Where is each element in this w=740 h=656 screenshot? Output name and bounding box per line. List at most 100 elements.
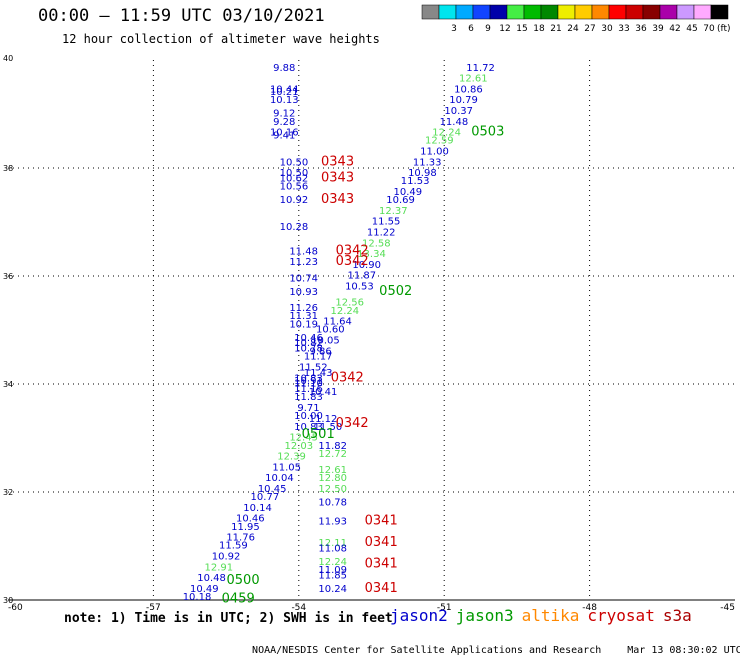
wave-height-label: 10.45 bbox=[258, 484, 287, 495]
wave-height-label: 11.95 bbox=[231, 522, 260, 533]
scale-tick-label: 42 bbox=[669, 24, 680, 34]
wave-height-label: 9.86 bbox=[309, 346, 331, 357]
wave-height-label: 12.50 bbox=[318, 484, 347, 495]
wave-height-label: 10.37 bbox=[444, 106, 473, 117]
wave-height-label: 13.34 bbox=[357, 249, 386, 260]
wave-height-label: 10.21 bbox=[270, 87, 299, 98]
wave-height-label: 11.09 bbox=[318, 565, 347, 576]
wave-height-label: 10.62 bbox=[280, 174, 309, 185]
wave-height-label: 11.59 bbox=[219, 541, 248, 552]
pass-time-label: 0341 bbox=[365, 557, 398, 572]
legend-item-altika: altika bbox=[521, 606, 580, 625]
x-tick-label: -48 bbox=[582, 603, 597, 613]
wave-height-label: 10.13 bbox=[270, 95, 299, 106]
footnote: note: 1) Time is in UTC; 2) SWH is in fe… bbox=[64, 611, 393, 626]
pass-time-label: 0503 bbox=[471, 125, 504, 140]
scale-tick-label: 6 bbox=[468, 24, 474, 34]
wave-height-label: 10.60 bbox=[316, 325, 345, 336]
wave-height-label: 10.93 bbox=[289, 287, 318, 298]
wave-height-label: 10.79 bbox=[449, 95, 478, 106]
scale-tick-label: 70 bbox=[703, 24, 715, 34]
y-tick-label: 34 bbox=[3, 380, 13, 389]
legend-item-jason2: jason2 bbox=[390, 606, 448, 625]
wave-height-label: 11.64 bbox=[323, 317, 352, 328]
scale-tick-label: 30 bbox=[601, 24, 613, 34]
wave-height-label: 11.22 bbox=[367, 228, 396, 239]
wave-height-label: 10.50 bbox=[280, 157, 309, 168]
x-tick-label: -54 bbox=[291, 603, 306, 613]
scale-swatch bbox=[710, 4, 729, 20]
wave-height-label: 10.24 bbox=[318, 584, 347, 595]
pass-time-label: 0502 bbox=[379, 284, 412, 299]
footer-credit: NOAA/NESDIS Center for Satellite Applica… bbox=[240, 634, 740, 656]
scale-tick-label: 12 bbox=[499, 24, 510, 34]
x-tick-label: -45 bbox=[720, 603, 735, 613]
wave-height-label: 12.59 bbox=[425, 136, 454, 147]
wave-height-label: 11.52 bbox=[299, 363, 328, 374]
wave-height-label: 11.76 bbox=[226, 533, 255, 544]
pass-time-label: 0342 bbox=[336, 254, 369, 269]
wave-height-label: 10.49 bbox=[190, 584, 219, 595]
wave-height-label: 12.24 bbox=[331, 306, 360, 317]
wave-height-label: 10.00 bbox=[294, 411, 323, 422]
scale-tick-label: 21 bbox=[550, 24, 561, 34]
wave-height-label: 10.41 bbox=[309, 387, 338, 398]
wave-height-label: 12.72 bbox=[318, 449, 347, 460]
pass-time-label: 0343 bbox=[321, 171, 354, 186]
scale-tick-label: 15 bbox=[516, 24, 527, 34]
wave-height-label: 9.88 bbox=[273, 63, 295, 74]
wave-height-label: 10.82 bbox=[294, 338, 323, 349]
wave-height-label: 10.77 bbox=[251, 492, 280, 503]
pass-time-label: 0342 bbox=[336, 243, 369, 258]
wave-height-label: 12.58 bbox=[362, 238, 391, 249]
wave-height-label: 10.83 bbox=[294, 422, 323, 433]
wave-height-label: 10.46 bbox=[294, 333, 323, 344]
scale-tick-label: 33 bbox=[618, 24, 629, 34]
pass-time-label: 0342 bbox=[331, 370, 364, 385]
wave-height-label: 11.08 bbox=[318, 543, 347, 554]
wave-height-label: 9.12 bbox=[273, 109, 295, 120]
pass-time-label: 0501 bbox=[302, 427, 335, 442]
credit-text: NOAA/NESDIS Center for Satellite Applica… bbox=[252, 645, 602, 656]
pass-time-label: 0342 bbox=[336, 416, 369, 431]
wave-height-label: 11.82 bbox=[318, 441, 347, 452]
wave-height-label: 11.83 bbox=[294, 392, 323, 403]
wave-height-label: 12.91 bbox=[205, 562, 234, 573]
wave-height-label: 11.48 bbox=[289, 246, 318, 257]
wave-height-label: 10.18 bbox=[183, 592, 212, 603]
wave-height-label: 10.86 bbox=[454, 84, 483, 95]
wave-height-label: 12.24 bbox=[432, 128, 461, 139]
pass-time-label: 0343 bbox=[321, 154, 354, 169]
scale-tick-label: 24 bbox=[567, 24, 579, 34]
y-tick-label: 40 bbox=[3, 54, 13, 63]
wave-height-label: 11.23 bbox=[289, 257, 318, 268]
wave-height-label: 10.91 bbox=[294, 376, 323, 387]
y-tick-label: 32 bbox=[3, 488, 13, 497]
wave-height-label: 11.43 bbox=[304, 368, 333, 379]
scale-tick-label: 45 bbox=[686, 24, 697, 34]
pass-time-label: 0341 bbox=[365, 535, 398, 550]
satellite-legend: jason2 jason3 altika cryosat s3a bbox=[390, 606, 700, 625]
wave-height-label: 11.10 bbox=[294, 379, 323, 390]
y-tick-label: 36 bbox=[3, 272, 13, 281]
wave-height-label: 10.83 bbox=[294, 373, 323, 384]
wave-height-label: 11.93 bbox=[318, 516, 347, 527]
y-tick-label: 38 bbox=[3, 164, 13, 173]
wave-height-label: 12.24 bbox=[318, 557, 347, 568]
wave-height-label: 12.39 bbox=[277, 452, 306, 463]
wave-height-label: 11.26 bbox=[289, 303, 318, 314]
pass-time-label: 0500 bbox=[227, 573, 260, 588]
wave-height-label: 12.61 bbox=[459, 74, 488, 85]
scale-tick-label: 18 bbox=[533, 24, 545, 34]
chart-subtitle: 12 hour collection of altimeter wave hei… bbox=[62, 32, 380, 46]
wave-height-label: 11.50 bbox=[314, 422, 343, 433]
wave-height-label: 10.50 bbox=[280, 168, 309, 179]
wave-height-label: 9.41 bbox=[273, 130, 295, 141]
wave-height-label: 10.04 bbox=[265, 473, 294, 484]
wave-height-label: 10.78 bbox=[294, 344, 323, 355]
wave-height-label: 11.87 bbox=[347, 271, 376, 282]
wave-height-label: 10.56 bbox=[280, 182, 309, 193]
wave-height-label: 10.14 bbox=[243, 503, 272, 514]
generated-timestamp: Mar 13 08:30:02 UTC 2021 bbox=[627, 645, 740, 656]
